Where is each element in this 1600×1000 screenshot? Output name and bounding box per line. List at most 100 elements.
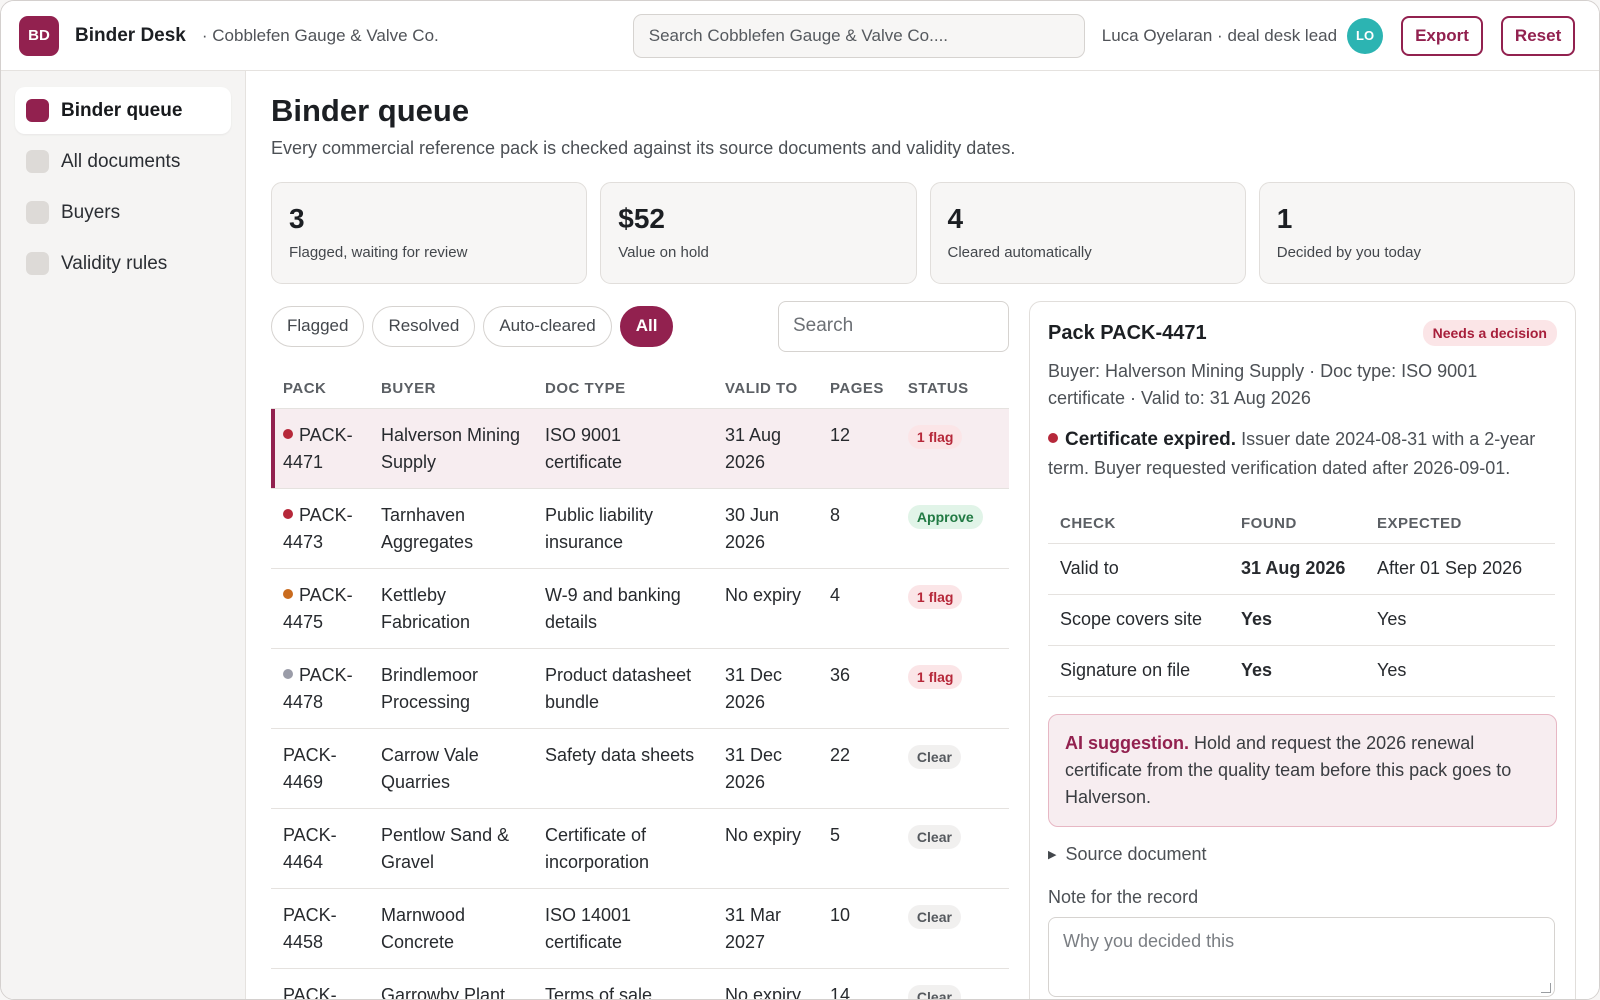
column-header-pack[interactable]: PACK bbox=[271, 368, 369, 409]
cell-pack: PACK- 4469 bbox=[271, 728, 369, 809]
resize-handle-icon[interactable] bbox=[1541, 983, 1551, 993]
pack-id: PACK- 4475 bbox=[283, 585, 353, 632]
cell-pack: PACK- 4475 bbox=[271, 568, 369, 649]
cell-pages: 36 bbox=[818, 648, 896, 729]
cell-valid-to: 31 Dec 2026 bbox=[713, 648, 818, 729]
priority-dot-icon bbox=[283, 589, 293, 600]
status-badge: 1 flag bbox=[907, 585, 963, 609]
sidebar-item-validity-rules[interactable]: Validity rules bbox=[15, 240, 231, 287]
stat-card-cleared: 4 Cleared automatically bbox=[929, 182, 1246, 284]
pack-id: PACK- 4469 bbox=[283, 745, 337, 792]
cell-valid-to: 30 Jun 2026 bbox=[713, 488, 818, 569]
status-badge: Needs a decision bbox=[1422, 320, 1557, 346]
source-document-toggle[interactable]: ▶ Source document bbox=[1048, 844, 1557, 865]
buyers-icon bbox=[26, 201, 49, 224]
cell-doc-type: Terms of sale bbox=[533, 968, 713, 999]
app-name: Binder Desk bbox=[75, 24, 186, 46]
cell-buyer: Pentlow Sand & Gravel bbox=[369, 808, 533, 889]
sidebar-item-label: Binder queue bbox=[61, 99, 183, 121]
check-row: Valid to 31 Aug 2026 After 01 Sep 2026 bbox=[1048, 543, 1555, 595]
cell-pack: PACK- 4464 bbox=[271, 808, 369, 889]
global-search-input[interactable]: Search Cobblefen Gauge & Valve Co.... bbox=[632, 13, 1085, 58]
cell-valid-to: No expiry bbox=[713, 968, 818, 999]
top-bar: BD Binder Desk · Cobblefen Gauge & Valve… bbox=[1, 1, 1599, 71]
table-row[interactable]: PACK- 4478 Brindlemoor Processing Product … bbox=[271, 648, 1009, 729]
cell-pack: PACK- 4458 bbox=[271, 888, 369, 969]
ai-suggestion-label: AI suggestion. bbox=[1065, 733, 1190, 753]
status-badge: Clear bbox=[907, 745, 961, 769]
user-name: Luca Oyelaran · deal desk lead bbox=[1101, 25, 1338, 45]
rules-icon bbox=[26, 252, 49, 275]
cell-pages: 4 bbox=[818, 568, 896, 649]
reset-button[interactable]: Reset bbox=[1500, 15, 1576, 56]
cell-valid-to: 31 Mar 2027 bbox=[713, 888, 818, 969]
cell-doc-type: W-9 and banking details bbox=[533, 568, 713, 649]
filter-chip-resolved[interactable]: Resolved bbox=[372, 305, 476, 347]
column-header-status[interactable]: STATUS bbox=[895, 368, 1009, 409]
cell-doc-type: Product datasheet bundle bbox=[533, 648, 713, 729]
cell-status: Clear bbox=[895, 888, 1009, 969]
table-row[interactable]: PACK- 4464 Pentlow Sand & Gravel Certifica… bbox=[271, 808, 1009, 889]
sidebar-item-buyers[interactable]: Buyers bbox=[15, 189, 231, 236]
stat-value: 3 bbox=[289, 203, 305, 234]
cell-status: 1 flag bbox=[895, 568, 1009, 649]
pack-id: PACK- 4458 bbox=[283, 905, 337, 952]
priority-dot-icon bbox=[283, 509, 293, 520]
check-name: Valid to bbox=[1048, 543, 1229, 595]
finding-text: Issuer date 2024-08-31 with a 2-year ter… bbox=[1048, 429, 1536, 478]
table-row[interactable]: PACK- 4469 Carrow Vale Quarries Safety dat… bbox=[271, 728, 1009, 809]
status-badge: 1 flag bbox=[907, 665, 963, 689]
stat-value: $52 bbox=[618, 203, 665, 234]
table-row[interactable]: PACK- 4458 Marnwood Concrete ISO 14001 cer… bbox=[271, 888, 1009, 969]
pack-id: PACK- 4478 bbox=[283, 665, 353, 712]
stat-card-decided: 1 Decided by you today bbox=[1258, 182, 1575, 284]
column-header-buyer[interactable]: BUYER bbox=[369, 368, 533, 409]
sidebar: Binder queue All documents Buyers Validi… bbox=[1, 71, 246, 999]
check-name: Scope covers site bbox=[1048, 594, 1229, 646]
avatar[interactable]: LO bbox=[1347, 17, 1384, 54]
column-header-pages[interactable]: PAGES bbox=[818, 368, 896, 409]
cell-buyer: Halverson Mining Supply bbox=[369, 408, 533, 489]
sidebar-item-binder-queue[interactable]: Binder queue bbox=[15, 87, 231, 134]
finding: Certificate expired. Issuer date 2024-08… bbox=[1048, 425, 1557, 482]
cell-buyer: Kettleby Fabrication bbox=[369, 568, 533, 649]
note-textarea[interactable]: Why you decided this bbox=[1048, 917, 1555, 997]
table-row[interactable]: PACK- 4471 Halverson Mining Supply ISO 900… bbox=[271, 408, 1009, 489]
source-document-label: Source document bbox=[1065, 844, 1207, 864]
table-row[interactable]: PACK- Garrowby Plant Terms of sale No expi… bbox=[271, 968, 1009, 999]
cell-buyer: Garrowby Plant bbox=[369, 968, 533, 999]
table-row[interactable]: PACK- 4475 Kettleby Fabrication W-9 and ba… bbox=[271, 568, 1009, 649]
filter-chip-auto-cleared[interactable]: Auto-cleared bbox=[483, 305, 612, 347]
check-expected: Yes bbox=[1365, 594, 1555, 646]
column-header-doc-type[interactable]: DOC TYPE bbox=[533, 368, 713, 409]
ai-suggestion: AI suggestion. Hold and request the 2026… bbox=[1048, 714, 1557, 827]
filter-chip-flagged[interactable]: Flagged bbox=[271, 305, 365, 347]
cell-pages: 12 bbox=[818, 408, 896, 489]
cell-valid-to: 31 Dec 2026 bbox=[713, 728, 818, 809]
queue-table: PACK BUYER DOC TYPE VALID TO PAGES STATU… bbox=[271, 368, 1009, 999]
cell-pack: PACK- 4473 bbox=[271, 488, 369, 569]
ai-suggestion-text: Hold and request the 2026 renewal certif… bbox=[1065, 733, 1512, 807]
export-button[interactable]: Export bbox=[1401, 15, 1483, 56]
app-logo: BD bbox=[19, 15, 59, 56]
stat-value: 1 bbox=[1276, 203, 1293, 234]
stats-row: 3 Flagged, waiting for review $52 Value … bbox=[271, 182, 1575, 284]
check-name: Signature on file bbox=[1048, 645, 1229, 697]
cell-pack: PACK- bbox=[271, 968, 369, 999]
pack-id: PACK- 4473 bbox=[283, 505, 353, 552]
cell-pack: PACK- 4478 bbox=[271, 648, 369, 729]
column-header-valid-to[interactable]: VALID TO bbox=[713, 368, 818, 409]
stat-label: Decided by you today bbox=[1276, 244, 1422, 261]
sidebar-item-all-documents[interactable]: All documents bbox=[15, 138, 231, 185]
check-expected: Yes bbox=[1365, 645, 1555, 697]
table-search-input[interactable]: Search bbox=[778, 300, 1009, 352]
status-badge: Clear bbox=[907, 985, 961, 999]
table-row[interactable]: PACK- 4473 Tarnhaven Aggregates Public lia… bbox=[271, 488, 1009, 569]
cell-status: Clear bbox=[895, 808, 1009, 889]
cell-valid-to: No expiry bbox=[713, 808, 818, 889]
filter-chip-all[interactable]: All bbox=[619, 305, 674, 347]
check-row: Signature on file Yes Yes bbox=[1048, 645, 1555, 697]
cell-valid-to: No expiry bbox=[713, 568, 818, 649]
triangle-right-icon: ▶ bbox=[1048, 849, 1057, 861]
